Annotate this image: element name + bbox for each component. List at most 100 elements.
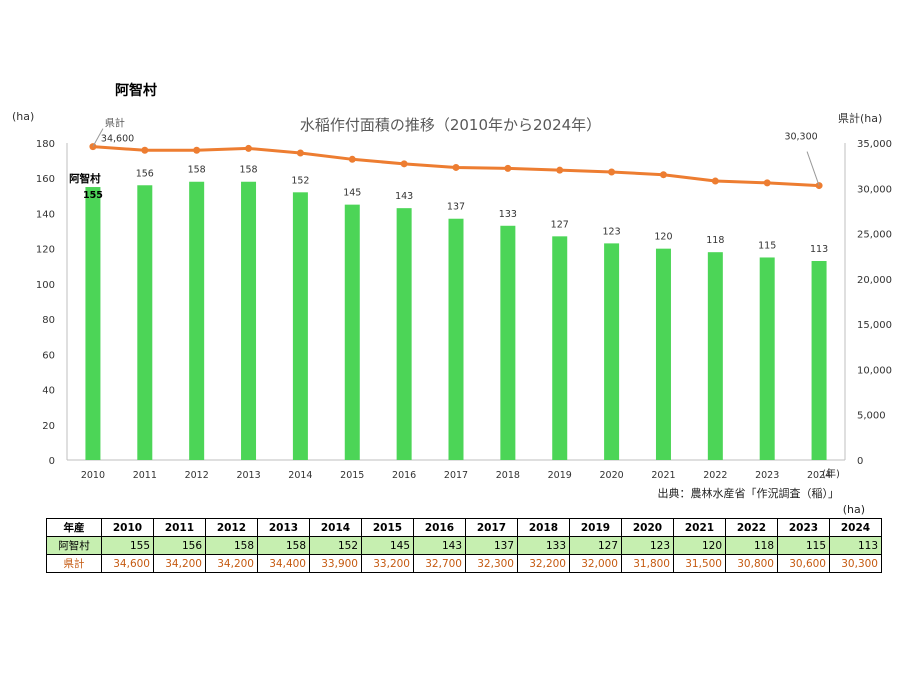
x-tick-label: 2022	[703, 470, 727, 481]
table-year-cell: 2023	[777, 518, 830, 537]
table-year-cell: 2015	[361, 518, 414, 537]
table-year-cell: 2018	[517, 518, 570, 537]
x-tick-label: 2012	[185, 470, 209, 481]
table-pref-cell: 33,200	[361, 554, 414, 573]
bar-2013	[241, 181, 257, 460]
table-pref-cell: 33,900	[309, 554, 362, 573]
table-village-cell: 120	[673, 536, 726, 555]
table-year-cell: 2011	[153, 518, 206, 537]
table-year-cell: 2022	[725, 518, 778, 537]
table-village-cell: 115	[777, 536, 830, 555]
table-year-cell: 2016	[413, 518, 466, 537]
table-pref-cell: 30,300	[829, 554, 882, 573]
table-year-cell: 2021	[673, 518, 726, 537]
table-village-cell: 118	[725, 536, 778, 555]
x-tick-label: 2013	[236, 470, 260, 481]
left-axis-unit: (ha)	[12, 110, 35, 123]
x-tick-label: 2023	[755, 470, 779, 481]
table-village-cell: 155	[101, 536, 154, 555]
table-village-cell: 127	[569, 536, 622, 555]
right-tick-label: 35,000	[857, 139, 892, 150]
bar-2022	[707, 252, 723, 460]
line-point-2021	[659, 171, 667, 179]
bar-value-label: 158	[188, 165, 206, 176]
left-tick-label: 180	[36, 139, 55, 150]
bar-value-label: 137	[447, 202, 465, 213]
table-year-cell: 2013	[257, 518, 310, 537]
x-tick-label: 2010	[81, 470, 105, 481]
table-pref-cell: 32,700	[413, 554, 466, 573]
x-tick-label: 2014	[288, 470, 312, 481]
table-year-cell: 2019	[569, 518, 622, 537]
bar-2017	[448, 218, 464, 460]
data-table: 年産 2010 2011 2012 2013 2014 2015 2016 2017 2018 2…	[46, 518, 882, 573]
bar-value-label: 156	[136, 168, 154, 179]
table-year-cell: 2010	[101, 518, 154, 537]
bar-value-label: 155	[83, 190, 103, 201]
x-tick-label: 2015	[340, 470, 364, 481]
line-point-2013	[245, 144, 253, 152]
x-unit-label: (年)	[822, 467, 840, 480]
bar-value-label: 152	[291, 175, 309, 186]
right-tick-label: 15,000	[857, 320, 892, 331]
bar-2015	[344, 204, 360, 460]
table-pref-cell: 34,200	[205, 554, 258, 573]
line-point-2015	[348, 155, 356, 163]
bar-value-label: 113	[810, 244, 828, 255]
annotation-last-value: 30,300	[784, 132, 817, 143]
bar-value-label: 120	[654, 232, 672, 243]
table-pref-cell: 30,600	[777, 554, 830, 573]
bar-value-label: 133	[499, 209, 517, 220]
x-tick-label: 2018	[496, 470, 520, 481]
table-village-cell: 158	[257, 536, 310, 555]
left-tick-label: 100	[36, 280, 55, 291]
line-point-2023	[763, 179, 771, 187]
table-year-cell: 2012	[205, 518, 258, 537]
bar-2012	[189, 181, 205, 460]
table-pref-label: 県計	[46, 554, 102, 573]
left-tick-label: 140	[36, 209, 55, 220]
right-axis-unit: 県計(ha)	[838, 112, 883, 125]
line-point-2022	[711, 177, 719, 185]
table-village-label: 阿智村	[46, 536, 102, 555]
table-pref-cell: 34,200	[153, 554, 206, 573]
bar-2024	[811, 260, 827, 460]
bar-2018	[500, 225, 516, 460]
bar-2016	[396, 208, 412, 460]
line-point-2020	[608, 168, 616, 176]
bar-2011	[137, 185, 153, 460]
table-village-cell: 145	[361, 536, 414, 555]
left-tick-label: 20	[42, 421, 55, 432]
table-village-cell: 113	[829, 536, 882, 555]
table-pref-cell: 31,500	[673, 554, 726, 573]
right-tick-label: 5,000	[857, 411, 886, 422]
line-point-2014	[296, 149, 304, 157]
line-point-2019	[556, 166, 564, 174]
table-village-cell: 152	[309, 536, 362, 555]
table-header-label: 年産	[46, 518, 102, 537]
x-tick-label: 2020	[600, 470, 624, 481]
line-point-2012	[193, 146, 201, 154]
table-pref-cell: 34,600	[101, 554, 154, 573]
table-village-cell: 137	[465, 536, 518, 555]
table-row-village: 阿智村 155 156 158 158 152 145 143 137 133 127 123 120…	[46, 536, 882, 555]
right-tick-label: 0	[857, 456, 863, 467]
x-tick-label: 2016	[392, 470, 416, 481]
table-village-cell: 133	[517, 536, 570, 555]
annotation-leader-start	[92, 128, 104, 147]
bar-line-chart: 0 20 40 60 80 100 120 140 160 180 0 5,000 10,000 15,0…	[36, 117, 892, 481]
bar-2010	[85, 187, 101, 460]
table-year-cell: 2020	[621, 518, 674, 537]
bar-value-label: 127	[551, 219, 569, 230]
line-point-2017	[452, 163, 460, 171]
left-tick-label: 40	[42, 386, 55, 397]
bar-value-label: 143	[395, 191, 413, 202]
bar-2021	[655, 248, 671, 460]
bar-value-label: 158	[239, 165, 257, 176]
bar-2014	[292, 192, 308, 461]
chart-title: 水稲作付面積の推移（2010年から2024年）	[299, 116, 602, 134]
village-name: 阿智村	[115, 83, 157, 99]
line-point-2016	[400, 160, 408, 168]
x-tick-label: 2019	[548, 470, 572, 481]
bar-2019	[552, 236, 568, 460]
